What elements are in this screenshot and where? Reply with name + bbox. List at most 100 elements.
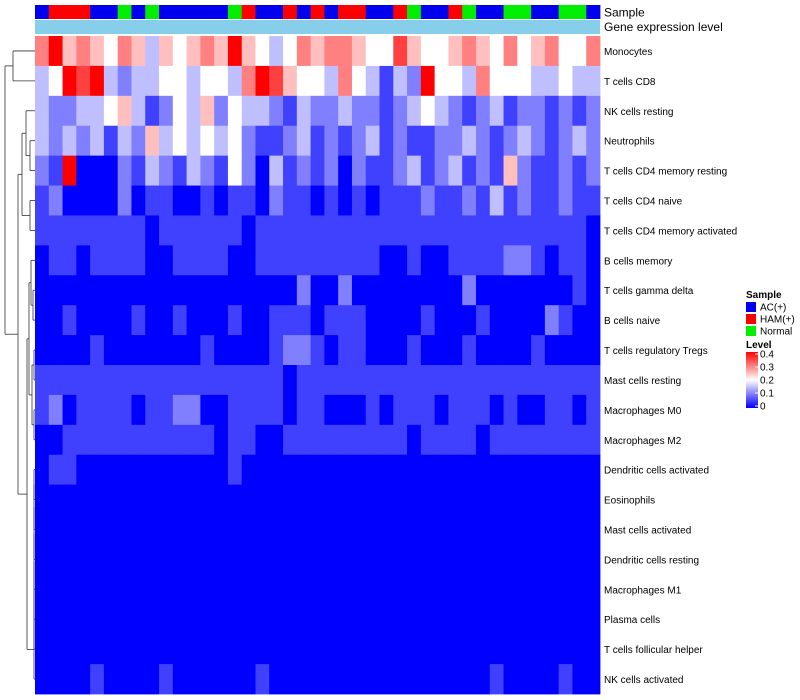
heatmap-cell	[475, 305, 491, 336]
row-dendrogram	[4, 50, 35, 680]
heatmap-cell	[517, 574, 532, 605]
heatmap-cell	[35, 185, 50, 216]
heatmap-cell	[90, 335, 105, 366]
row-label: T cells CD4 naive	[604, 197, 683, 208]
heatmap-cell	[475, 514, 491, 545]
heatmap-cell	[200, 275, 215, 306]
heatmap-cell	[462, 454, 477, 486]
heatmap-cell	[145, 185, 160, 216]
heatmap-cell	[200, 365, 215, 396]
heatmap-cell	[186, 125, 201, 157]
heatmap-cell	[35, 574, 50, 605]
heatmap-cell	[572, 365, 587, 396]
heatmap-cell	[172, 95, 187, 127]
row-label: Macrophages M1	[604, 585, 682, 596]
heatmap-cell	[269, 454, 284, 486]
heatmap-cell	[503, 155, 518, 186]
heatmap-cell	[558, 36, 573, 67]
heatmap-cell	[393, 215, 408, 246]
heatmap-cell	[517, 305, 532, 336]
heatmap-cell	[310, 125, 325, 157]
heatmap-cell	[558, 125, 573, 157]
heatmap-cell	[117, 394, 132, 426]
heatmap-cell	[420, 335, 436, 366]
heatmap-cell	[145, 125, 160, 157]
heatmap-cell	[531, 305, 546, 336]
heatmap-cell	[462, 544, 477, 575]
heatmap-cell	[62, 634, 77, 665]
heatmap-cell	[407, 95, 422, 127]
heatmap-cell	[379, 36, 394, 67]
heatmap-cell	[90, 215, 105, 246]
heatmap-cell	[324, 335, 339, 366]
heatmap-cell	[393, 514, 408, 545]
heatmap-cell	[572, 215, 587, 246]
heatmap-cell	[324, 454, 339, 486]
heatmap-cell	[76, 36, 91, 67]
heatmap-cell	[269, 604, 284, 635]
heatmap-cell	[420, 185, 436, 216]
heatmap-cell	[241, 454, 256, 486]
heatmap-cell	[558, 484, 573, 515]
row-label: T cells follicular helper	[604, 645, 703, 656]
heatmap-cell	[186, 394, 201, 426]
heatmap-cell	[462, 36, 477, 67]
sample-annotation-cell	[407, 5, 422, 19]
sample-annotation-cell	[544, 5, 560, 19]
heatmap-cell	[586, 664, 601, 695]
heatmap-cell	[159, 125, 174, 157]
heatmap-cell	[517, 365, 532, 396]
heatmap-cell	[186, 574, 201, 605]
heatmap-cell	[503, 215, 518, 246]
heatmap-cell	[35, 514, 50, 545]
heatmap-cell	[214, 95, 229, 127]
heatmap-cell	[227, 185, 243, 216]
heatmap-cell	[145, 604, 160, 635]
heatmap-cell	[255, 275, 270, 306]
heatmap-cell	[558, 305, 573, 336]
heatmap-cell	[503, 65, 518, 97]
heatmap-cell	[489, 275, 504, 306]
heatmap-cell	[572, 185, 587, 216]
heatmap-cell	[462, 185, 477, 216]
heatmap-cell	[503, 275, 518, 306]
heatmap-cell	[172, 215, 187, 246]
heatmap-cell	[393, 95, 408, 127]
heatmap-cell	[200, 514, 215, 545]
heatmap-cell	[200, 185, 215, 216]
row-label: Neutrophils	[604, 137, 655, 148]
heatmap-cell	[48, 574, 63, 605]
sample-annotation-cell	[462, 5, 477, 19]
heatmap-cell	[517, 335, 532, 366]
heatmap-cell	[296, 574, 312, 605]
heatmap-cell	[544, 514, 560, 545]
heatmap-cell	[48, 95, 63, 127]
heatmap-cell	[558, 664, 573, 695]
heatmap-cell	[76, 305, 91, 336]
heatmap-cell	[586, 155, 601, 186]
heatmap-cell	[296, 604, 312, 635]
heatmap-cell	[117, 664, 132, 695]
heatmap-cell	[186, 65, 201, 97]
heatmap-cell	[475, 484, 491, 515]
heatmap-cell	[420, 245, 436, 276]
heatmap-cell	[434, 155, 449, 186]
heatmap-cell	[269, 185, 284, 216]
heatmap-cell	[531, 664, 546, 695]
heatmap-cell	[407, 305, 422, 336]
heatmap-cell	[62, 335, 77, 366]
heatmap-cell	[572, 36, 587, 67]
heatmap-cell	[517, 95, 532, 127]
heatmap-cell	[283, 95, 298, 127]
heatmap-cell	[62, 125, 77, 157]
heatmap-cell	[448, 664, 463, 695]
heatmap-cell	[90, 155, 105, 186]
heatmap-cell	[241, 245, 256, 276]
sample-annotation-cell	[517, 5, 532, 19]
heatmap-cell	[365, 335, 380, 366]
heatmap-cell	[145, 544, 160, 575]
heatmap-cell	[255, 574, 270, 605]
heatmap-cell	[76, 95, 91, 127]
heatmap-cell	[227, 394, 243, 426]
